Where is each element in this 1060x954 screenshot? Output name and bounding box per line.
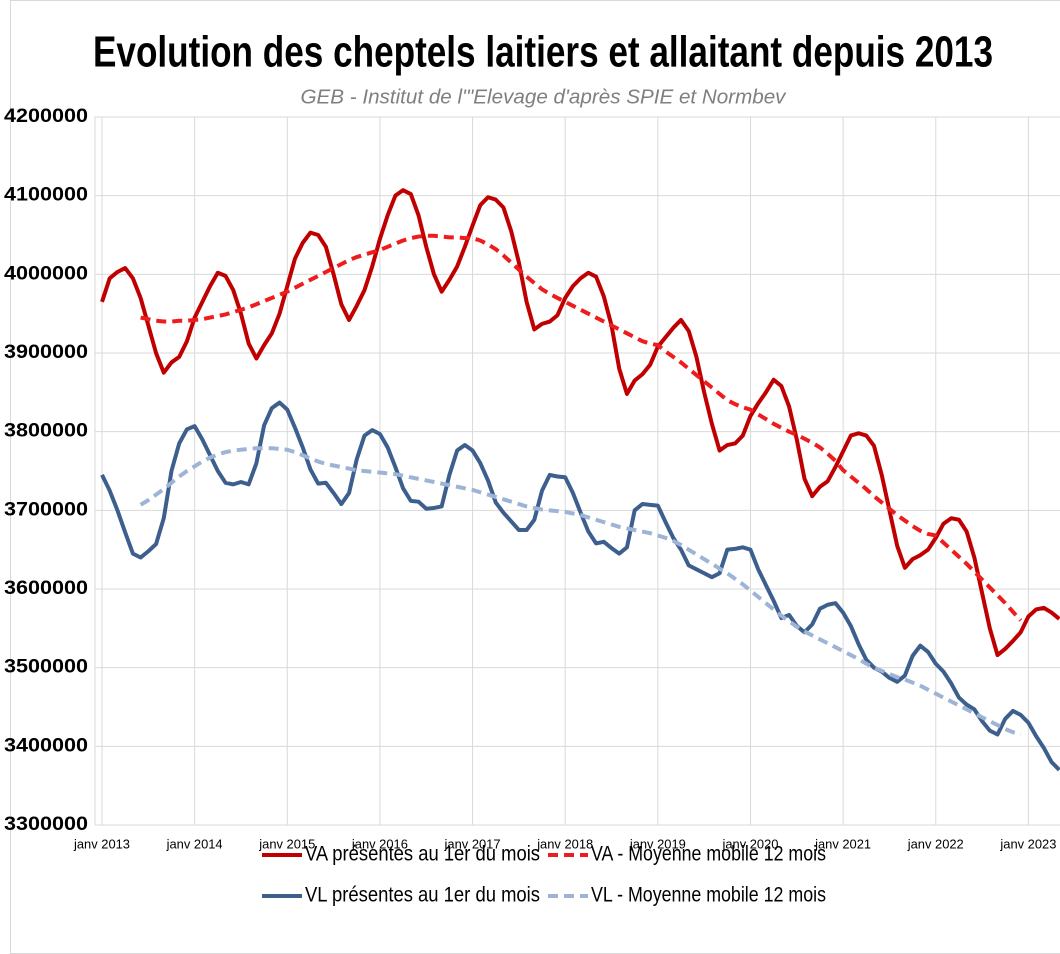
x-tick-label: janv 2017 (444, 836, 501, 851)
y-tick-label: 3500000 (4, 657, 88, 678)
chart-title: Evolution des cheptels laitiers et allai… (93, 28, 993, 77)
legend-label: VL - Moyenne mobile 12 mois (591, 884, 826, 907)
series-line (100, 400, 1060, 772)
series-line (140, 233, 1023, 622)
chart-frame (10, 0, 1060, 954)
x-tick-label: janv 2023 (999, 836, 1056, 851)
x-tick-label: janv 2018 (536, 836, 593, 851)
x-tick-label: janv 2019 (629, 836, 686, 851)
x-tick-label: janv 2022 (907, 836, 964, 851)
y-tick-label: 4200000 (4, 106, 88, 127)
y-tick-label: 3900000 (4, 342, 88, 363)
y-tick-label: 3300000 (4, 814, 88, 835)
series-line (139, 446, 1022, 737)
x-tick-label: janv 2015 (258, 836, 315, 851)
x-tick-label: janv 2016 (351, 836, 408, 851)
legend-label: VA - Moyenne mobile 12 mois (591, 843, 826, 866)
x-tick-label: janv 2020 (721, 836, 778, 851)
y-tick-label: 3400000 (4, 735, 88, 756)
series-line (100, 188, 1060, 658)
x-tick-label: janv 2013 (73, 836, 130, 851)
y-tick-label: 3600000 (4, 578, 88, 599)
y-tick-label: 4000000 (4, 263, 88, 284)
legend-label: VL présentes au 1er du mois (305, 884, 540, 907)
x-tick-label: janv 2021 (814, 836, 871, 851)
legend-label: VA présentes au 1er du mois (305, 843, 540, 866)
y-tick-label: 3800000 (4, 421, 88, 442)
chart-subtitle: GEB - Institut de l'"Elevage d'après SPI… (301, 86, 787, 108)
y-tick-label: 3700000 (4, 499, 88, 520)
y-tick-label: 4100000 (4, 185, 88, 206)
x-tick-label: janv 2014 (166, 836, 223, 851)
